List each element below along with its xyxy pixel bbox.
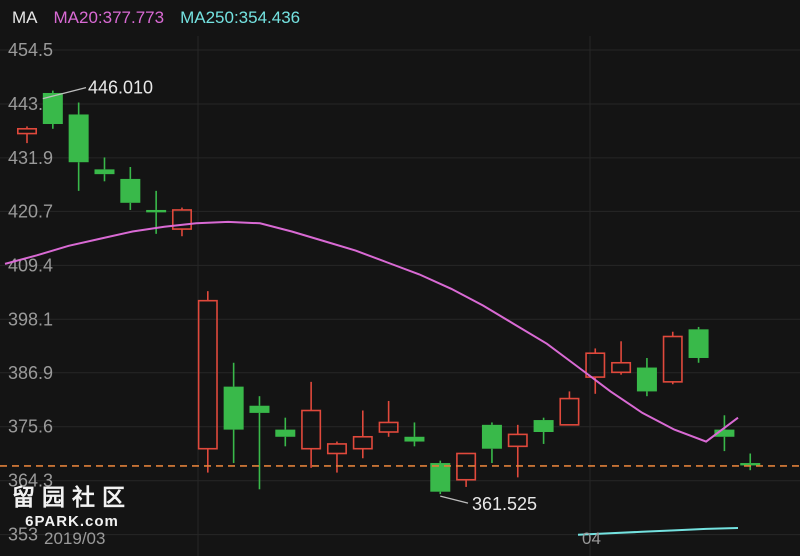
candle <box>68 102 89 191</box>
y-tick-label: 364.3 <box>8 471 53 491</box>
candle <box>636 357 657 397</box>
candle-body <box>688 329 709 358</box>
candle-body <box>378 421 399 433</box>
y-tick-label: 353 <box>8 525 38 545</box>
y-tick-label: 398.1 <box>8 309 53 329</box>
candle-body <box>585 352 606 378</box>
candle-body <box>326 443 347 455</box>
candle <box>16 126 37 144</box>
candle <box>223 362 244 464</box>
x-tick-label: 04 <box>582 529 601 548</box>
annotations: 446.010 361.525 <box>0 78 800 514</box>
candle <box>197 291 218 473</box>
candle <box>404 422 425 447</box>
indicator-legend: MA MA20:377.773 MA250:354.436 <box>0 0 800 36</box>
candle-body <box>275 429 296 437</box>
x-axis-labels: 2019/03 04 <box>44 529 601 548</box>
candle <box>533 417 554 444</box>
y-tick-label: 375.6 <box>8 417 53 437</box>
candle <box>481 422 502 464</box>
candle-body <box>16 127 37 135</box>
candle <box>275 417 296 447</box>
y-tick-label: 431.9 <box>8 148 53 168</box>
y-tick-label: 386.9 <box>8 363 53 383</box>
candle-body <box>146 209 167 213</box>
candle <box>585 348 606 394</box>
candle-body <box>94 169 115 175</box>
candle <box>507 424 528 478</box>
high-pointer-line <box>42 86 87 100</box>
y-tick-label: 409.4 <box>8 255 53 275</box>
y-axis-ticks: 454.5 443.2 431.9 420.7 409.4 398.1 386.9 375.6… <box>8 40 53 545</box>
y-tick-label: 443.2 <box>8 94 53 114</box>
candle <box>378 400 399 437</box>
candle <box>42 90 63 129</box>
watermark-cn: 留园社区 <box>12 484 132 511</box>
candle-body <box>714 429 735 437</box>
watermark-en: 6PARK.com <box>25 513 119 530</box>
candles <box>16 90 761 495</box>
candle-body <box>68 114 89 163</box>
candle <box>430 460 451 495</box>
candle <box>352 410 373 459</box>
ma250-line <box>577 527 739 536</box>
candle <box>688 326 709 363</box>
moving-average-lines <box>4 220 739 536</box>
high-annotation: 446.010 <box>88 78 153 98</box>
candle-body <box>404 436 425 442</box>
ma250-value: MA250:354.436 <box>180 8 301 27</box>
candle <box>249 396 270 490</box>
indicator-label[interactable]: MA <box>12 8 38 27</box>
candle-body <box>171 209 192 230</box>
candle <box>94 157 115 182</box>
candlestick-chart[interactable]: 454.5 443.2 431.9 420.7 409.4 398.1 386.9 375.6… <box>0 36 800 556</box>
candle-body <box>301 409 322 450</box>
candle <box>171 207 192 237</box>
y-tick-label: 420.7 <box>8 201 53 221</box>
low-pointer-line <box>440 495 469 504</box>
ma20-line <box>4 220 739 443</box>
candle <box>559 391 580 426</box>
candle-body <box>611 361 632 374</box>
candle <box>146 190 167 234</box>
ma20-value: MA20:377.773 <box>53 8 165 27</box>
candle-body <box>662 335 683 383</box>
candle-body <box>120 178 141 203</box>
candle-body <box>507 433 528 448</box>
candle-body <box>42 92 63 125</box>
candle-body <box>533 420 554 432</box>
candle <box>611 341 632 375</box>
y-tick-label: 454.5 <box>8 40 53 60</box>
candle-body <box>249 405 270 413</box>
candle-body <box>223 386 244 430</box>
candle-body <box>197 299 218 450</box>
low-annotation: 361.525 <box>472 494 537 514</box>
candle-body <box>430 463 451 492</box>
candle <box>456 452 477 487</box>
candle-body <box>740 463 761 466</box>
candle-body <box>636 367 657 392</box>
grid-lines <box>0 36 800 556</box>
candle <box>740 453 761 471</box>
watermark-logo: 留园社区 6PARK.com <box>12 486 132 529</box>
candle <box>120 166 141 210</box>
candle-body <box>481 424 502 449</box>
candle-body <box>352 435 373 450</box>
candle-body <box>559 397 580 426</box>
candle <box>326 441 347 473</box>
candle <box>301 381 322 468</box>
x-tick-label: 2019/03 <box>44 529 105 548</box>
candle <box>662 331 683 385</box>
